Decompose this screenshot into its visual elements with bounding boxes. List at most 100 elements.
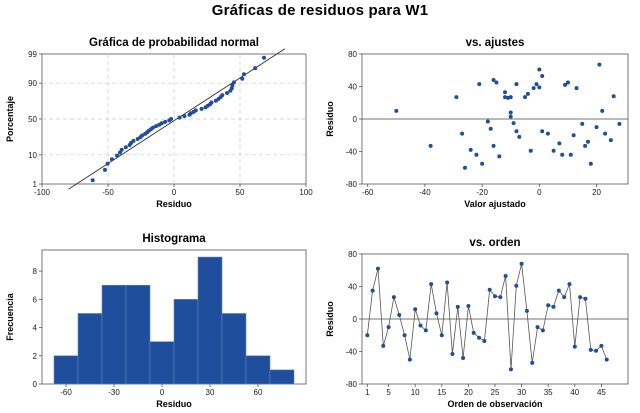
data-point xyxy=(530,360,535,365)
plot-title: Histograma xyxy=(142,233,206,245)
histogram-bar xyxy=(269,369,295,385)
data-point xyxy=(588,161,593,166)
data-point xyxy=(617,121,622,126)
data-point xyxy=(413,307,418,312)
y-tick-label: 8 xyxy=(33,267,38,276)
histogram-bar xyxy=(245,355,271,385)
data-point xyxy=(225,91,230,96)
data-point xyxy=(386,325,391,330)
data-point xyxy=(545,131,550,136)
data-point xyxy=(537,85,542,90)
data-point xyxy=(567,282,572,287)
data-point xyxy=(163,119,168,124)
data-point xyxy=(429,282,434,287)
data-point xyxy=(461,356,466,360)
data-point xyxy=(508,114,513,119)
data-point xyxy=(572,344,577,349)
data-point xyxy=(578,295,583,300)
histogram-bar xyxy=(197,256,223,385)
y-axis-label: Residuo xyxy=(325,101,335,137)
data-point xyxy=(454,95,459,100)
data-point xyxy=(580,121,585,126)
x-tick-label: 15 xyxy=(437,388,446,397)
data-point xyxy=(491,78,496,82)
normal-probability-plot: Gráfica de probabilidad normal Residuo Por… xyxy=(5,37,313,209)
y-tick-label: -40 xyxy=(345,348,357,357)
histogram-bar xyxy=(125,284,151,385)
y-tick-label: -80 xyxy=(345,380,357,389)
data-point xyxy=(209,100,214,105)
data-point xyxy=(407,357,412,362)
data-point xyxy=(560,152,565,157)
data-point xyxy=(154,124,159,129)
x-tick-label: 10 xyxy=(411,388,420,397)
histogram-bar xyxy=(221,313,247,385)
data-point xyxy=(498,295,503,300)
y-tick-label: 40 xyxy=(348,83,357,92)
data-point xyxy=(583,143,588,148)
data-point xyxy=(477,82,482,87)
data-point xyxy=(262,55,267,60)
x-tick-label: 30 xyxy=(517,388,526,397)
data-point xyxy=(574,86,579,91)
x-axis-label: Residuo xyxy=(156,199,192,209)
data-point xyxy=(523,95,528,100)
data-point xyxy=(517,134,522,139)
data-point xyxy=(524,308,529,313)
data-point xyxy=(220,93,225,98)
data-point xyxy=(394,108,399,113)
data-point xyxy=(551,304,556,309)
data-point xyxy=(588,347,593,352)
data-point xyxy=(508,110,513,115)
data-point xyxy=(140,133,145,138)
data-point xyxy=(571,133,576,138)
x-tick-label: 0 xyxy=(172,188,177,197)
y-tick-label: 1 xyxy=(33,180,38,189)
data-point xyxy=(556,288,561,293)
histogram-bar xyxy=(101,284,127,385)
data-point xyxy=(535,325,540,330)
data-point xyxy=(493,294,497,299)
data-point xyxy=(445,280,450,285)
data-point xyxy=(370,288,375,293)
data-point xyxy=(604,357,609,362)
data-point xyxy=(466,304,471,308)
data-point xyxy=(391,295,396,300)
residuals-vs-fits-plot: vs. ajustes Valor ajustado Residuo -60 -40 -2… xyxy=(325,37,629,209)
x-tick-label: 5 xyxy=(386,388,391,397)
data-point xyxy=(537,67,542,72)
data-point xyxy=(381,343,386,348)
data-point xyxy=(528,148,533,153)
y-tick-label: -40 xyxy=(345,148,357,157)
data-point xyxy=(597,62,602,67)
x-tick-label: -40 xyxy=(419,188,431,197)
fit-line xyxy=(68,48,286,190)
data-point xyxy=(540,129,545,134)
data-point xyxy=(193,108,198,113)
data-point xyxy=(428,143,433,148)
data-point xyxy=(241,72,246,77)
data-point xyxy=(468,147,473,152)
data-point xyxy=(482,338,487,343)
x-tick-label: 30 xyxy=(206,388,215,397)
data-point xyxy=(177,115,182,120)
y-axis-label: Frecuencia xyxy=(5,292,15,341)
x-tick-label: -50 xyxy=(102,188,114,197)
data-point xyxy=(514,82,519,87)
data-point xyxy=(611,94,616,99)
y-tick-label: 90 xyxy=(28,79,37,88)
data-point xyxy=(540,328,545,333)
data-point xyxy=(551,148,556,153)
data-point xyxy=(159,121,164,126)
x-axis-label: Valor ajustado xyxy=(464,199,526,209)
data-point xyxy=(508,95,513,100)
data-point xyxy=(594,125,599,130)
data-point xyxy=(531,86,536,91)
y-tick-label: 0 xyxy=(353,315,358,324)
data-point xyxy=(169,117,174,121)
data-point xyxy=(397,312,402,317)
data-point xyxy=(534,82,539,87)
data-point xyxy=(557,141,562,146)
x-tick-label: 0 xyxy=(537,188,542,197)
